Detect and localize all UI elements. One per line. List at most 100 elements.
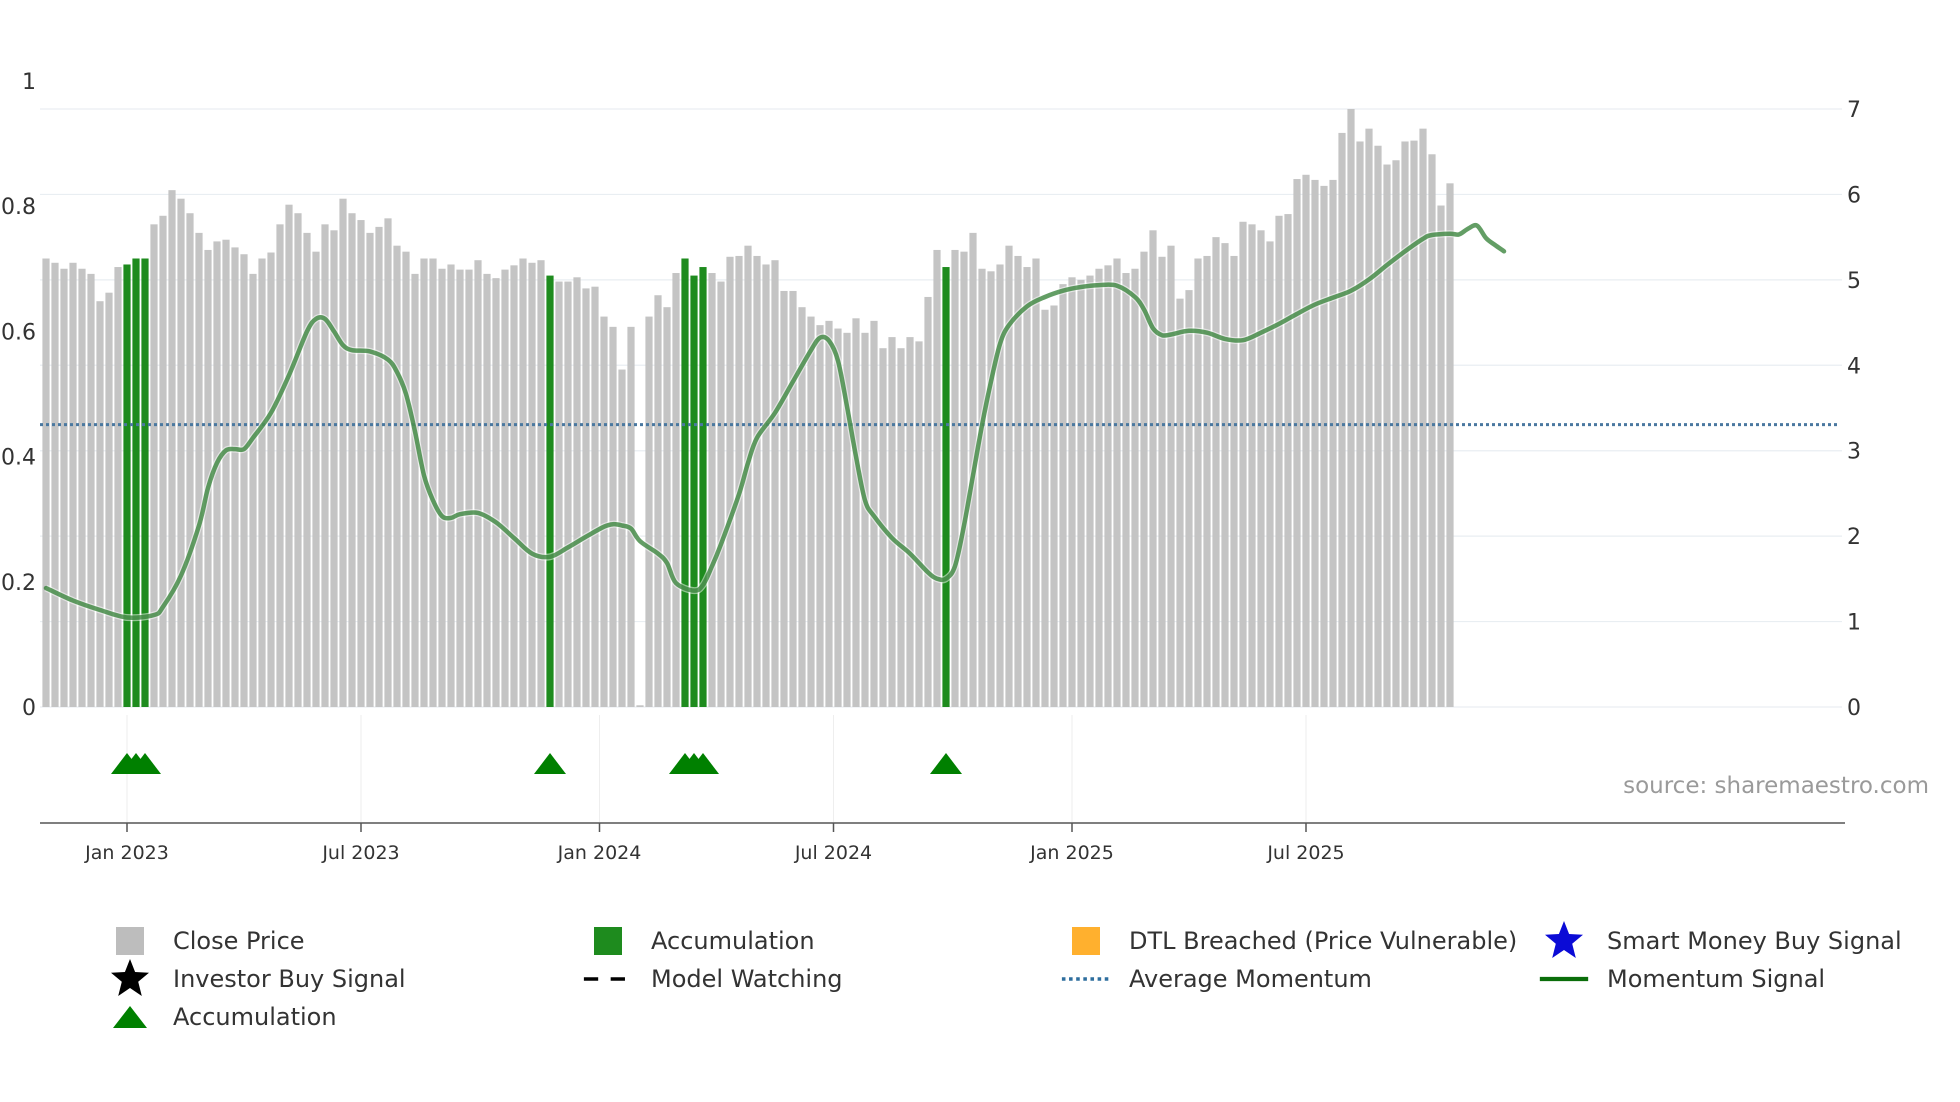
price-bar <box>672 273 680 707</box>
price-bar <box>285 204 293 707</box>
price-bar <box>411 273 419 707</box>
right-axis-tick-label: 1 <box>1847 611 1861 636</box>
price-bar <box>1248 224 1256 708</box>
price-bar <box>1014 255 1022 708</box>
price-bar <box>843 332 851 707</box>
price-bar <box>861 332 869 707</box>
price-bar <box>69 262 77 707</box>
legend-accumulation-bar[interactable]: Accumulation <box>583 923 815 959</box>
right-axis-tick-label: 6 <box>1847 183 1861 208</box>
legend-close-price[interactable]: Close Price <box>105 923 305 959</box>
price-bar <box>213 241 221 707</box>
price-bar <box>1059 284 1067 707</box>
price-bar <box>753 255 761 708</box>
price-bar <box>888 337 896 707</box>
price-bar <box>807 316 815 707</box>
price-bar <box>1167 245 1175 707</box>
price-bar <box>1158 256 1166 707</box>
price-bar <box>1275 215 1283 708</box>
price-bars <box>42 109 1454 708</box>
left-axis-ticks: 0 0.2 0.4 0.6 0.8 1 <box>1 70 36 721</box>
legend-smart-money[interactable]: Smart Money Buy Signal <box>1539 921 1902 959</box>
price-bar <box>564 281 572 707</box>
price-bar <box>600 316 608 707</box>
legend-momentum-signal[interactable]: Momentum Signal <box>1539 961 1825 997</box>
x-axis: Jan 2023 Jul 2023 Jan 2024 Jul 2024 Jan 2025… <box>40 822 1845 864</box>
price-bar <box>42 258 50 707</box>
left-axis-tick-label: 0.4 <box>1 446 36 471</box>
left-axis-tick-label: 1 <box>22 70 36 95</box>
price-bar <box>1230 255 1238 708</box>
price-bar <box>915 341 923 707</box>
price-bar <box>159 215 167 708</box>
price-bar <box>735 255 743 708</box>
price-bar <box>222 239 230 707</box>
price-bar <box>582 288 590 707</box>
price-bar <box>762 264 770 707</box>
price-bar <box>1383 164 1391 707</box>
left-axis-tick-label: 0.2 <box>1 571 36 596</box>
price-bar <box>771 260 779 707</box>
price-bar <box>573 277 581 707</box>
price-bar <box>1428 154 1436 707</box>
price-bar <box>1302 174 1310 707</box>
price-bar <box>1032 258 1040 707</box>
price-bar <box>1329 179 1337 708</box>
accumulation-bar <box>699 267 707 707</box>
price-bar <box>447 264 455 707</box>
price-bar <box>996 264 1004 707</box>
price-bar <box>1140 251 1148 707</box>
price-bar <box>717 281 725 707</box>
price-bar <box>924 296 932 707</box>
legend-accumulation-marker[interactable]: Accumulation <box>105 999 337 1035</box>
price-bar <box>726 256 734 707</box>
price-bar <box>429 258 437 707</box>
price-bar <box>1437 205 1445 707</box>
price-bar <box>618 369 626 707</box>
price-bar <box>1320 185 1328 707</box>
accumulation-bar <box>690 275 698 707</box>
legend-label: Investor Buy Signal <box>173 965 406 993</box>
price-bar <box>438 268 446 707</box>
accumulation-triangle-marker <box>930 753 962 774</box>
price-bar <box>1068 277 1076 707</box>
legend-average-momentum[interactable]: Average Momentum <box>1061 961 1372 997</box>
price-bar <box>1221 243 1229 707</box>
legend-investor-buy[interactable]: Investor Buy Signal <box>105 959 406 997</box>
price-bar <box>177 198 185 707</box>
price-bar <box>978 268 986 707</box>
price-bar <box>1293 179 1301 708</box>
price-bar <box>276 224 284 708</box>
dashed-line-icon <box>583 977 633 981</box>
price-bar <box>357 220 365 708</box>
price-bar <box>258 258 266 707</box>
price-bar <box>330 230 338 707</box>
price-bar <box>348 213 356 708</box>
price-bar <box>636 705 644 707</box>
price-bar <box>384 218 392 707</box>
price-bar <box>402 251 410 707</box>
momentum-line-group <box>43 221 1507 622</box>
price-bar <box>663 307 671 707</box>
price-bar <box>249 273 257 707</box>
price-bar <box>1023 267 1031 707</box>
accumulation-triangle-marker <box>534 753 566 774</box>
price-bar <box>906 337 914 707</box>
price-bar <box>951 249 959 707</box>
price-bar <box>1077 279 1085 707</box>
x-axis-tick-label: Jan 2024 <box>557 842 642 864</box>
price-bar <box>168 190 176 707</box>
black-star-icon <box>111 959 149 996</box>
price-bar <box>960 251 968 707</box>
source-annotation: source: sharemaestro.com <box>1623 773 1929 799</box>
legend-model-watching[interactable]: Model Watching <box>583 961 843 997</box>
dtl-breached-swatch-icon <box>1072 927 1100 955</box>
price-bar <box>231 247 239 707</box>
price-bar <box>303 232 311 707</box>
right-axis-tick-label: 3 <box>1847 440 1861 465</box>
price-bar <box>897 348 905 707</box>
legend-dtl-breached[interactable]: DTL Breached (Price Vulnerable) <box>1061 923 1517 959</box>
legend-label: Accumulation <box>173 1003 337 1031</box>
accumulation-triangle-marker <box>687 753 719 774</box>
